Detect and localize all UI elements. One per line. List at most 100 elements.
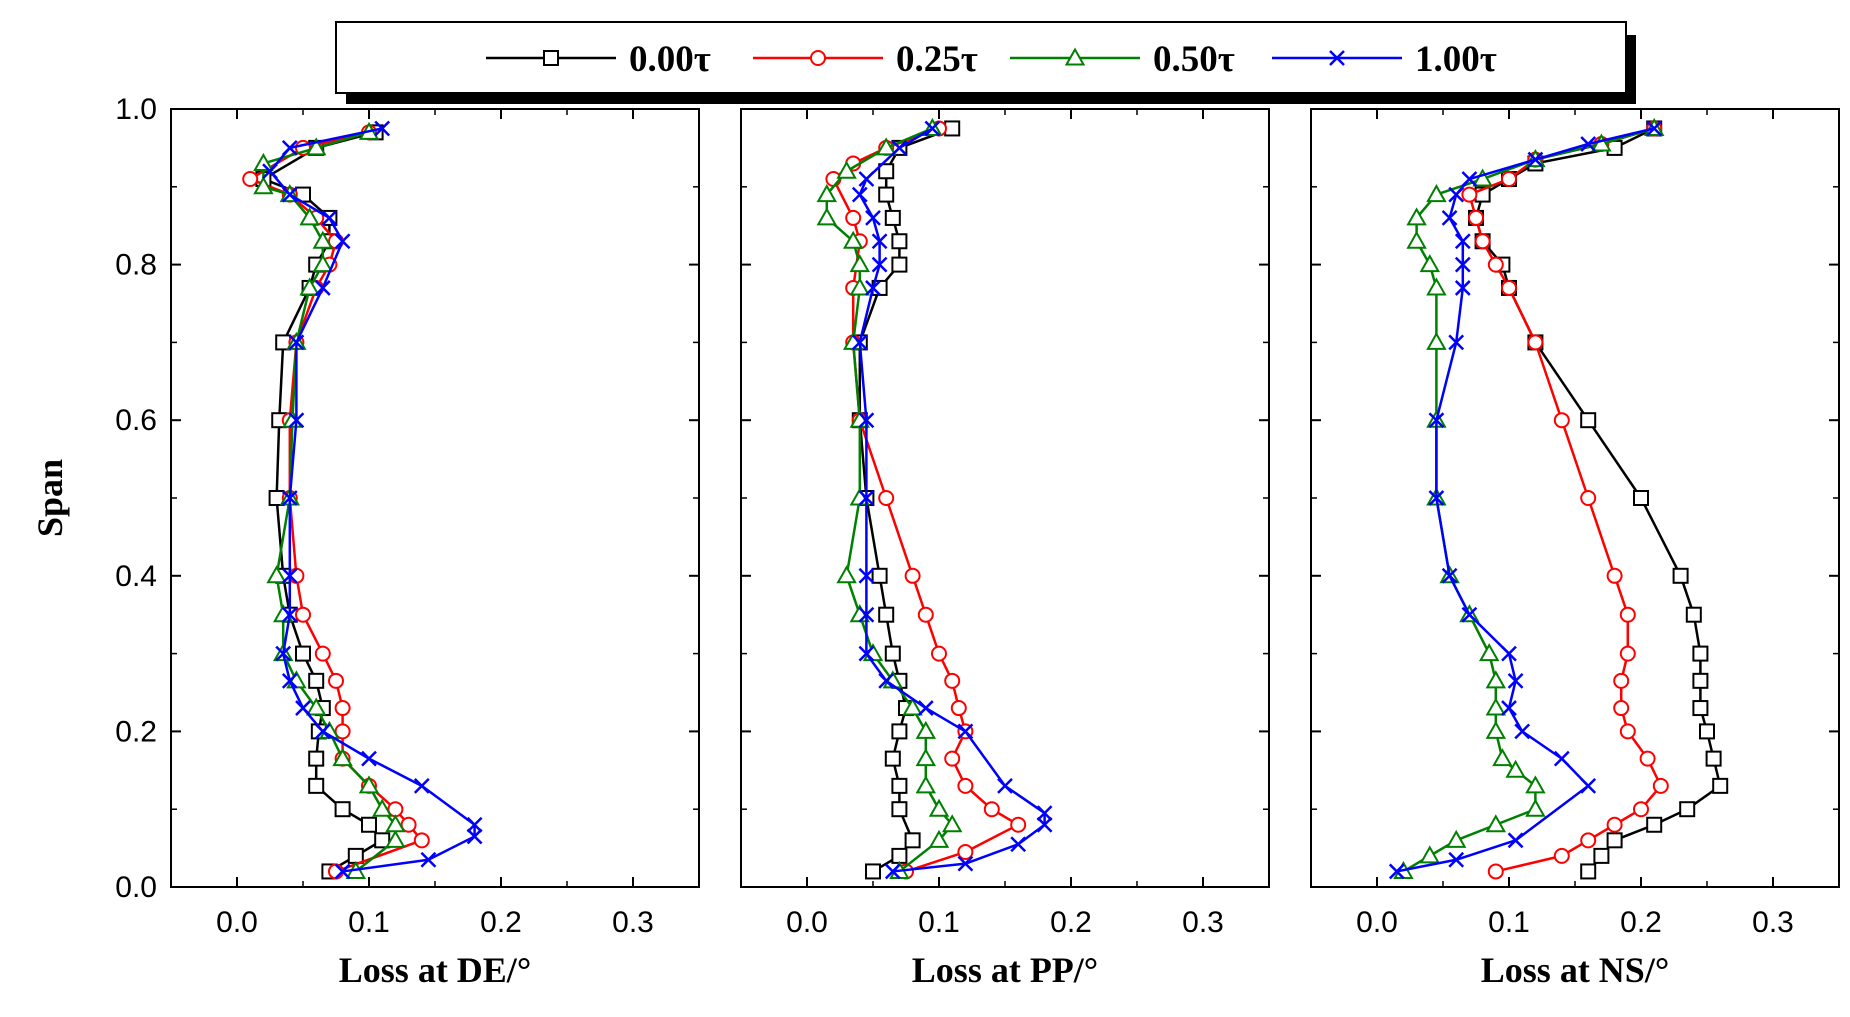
data-point [361,816,377,833]
data-point [1525,775,1546,794]
legend-marker-4 [1329,50,1345,66]
data-point [884,750,901,767]
data-point [1606,139,1623,156]
data-point [858,171,875,187]
data-point [1419,845,1441,864]
data-point [1485,814,1507,833]
data-point [865,863,881,880]
x-tick-label: 0.2 [480,906,522,939]
data-point [308,750,325,767]
data-point [1580,832,1597,849]
legend-marker-3 [1064,47,1086,66]
data-point [312,230,334,249]
data-point [288,334,305,351]
data-point [858,412,875,429]
data-point [334,233,351,250]
data-point [334,801,351,818]
data-point [1426,331,1447,350]
data-point [1461,171,1478,187]
data-point [858,606,875,623]
data-point [915,775,937,794]
data-point [466,816,483,833]
data-point [321,210,338,226]
x-tick-label: 0.0 [1356,906,1398,939]
data-point [1388,863,1405,880]
legend-label-3: 0.50τ [1153,39,1235,80]
legend-label-1: 0.00τ [629,39,711,80]
data-point [305,697,327,716]
data-point [314,645,331,662]
data-point [281,606,298,623]
data-point [915,720,937,739]
data-point [1527,151,1544,168]
data-point [871,233,888,250]
data-point [858,567,875,584]
data-point [1505,759,1526,778]
data-point [1525,798,1546,817]
data-point [385,829,406,848]
data-point [957,723,974,740]
data-point [917,606,934,623]
data-point [875,137,897,156]
data-point [1692,700,1709,717]
data-point [1036,816,1053,833]
data-point [288,412,305,429]
data-point [1553,847,1570,864]
data-point [1553,412,1570,429]
data-point [262,163,278,180]
data-point [1501,171,1517,188]
data-point [1472,168,1493,187]
data-point [334,723,351,740]
data-point [312,254,334,273]
data-point [1010,836,1027,853]
data-point [1426,277,1447,296]
data-point [1441,210,1458,226]
data-point [816,207,838,226]
data-point [871,567,888,584]
data-point [825,171,842,188]
x-axis-title-1: Loss at DE/° [339,950,531,990]
data-point [904,832,921,849]
data-point [878,186,895,203]
legend-label-4: 1.00τ [1415,39,1497,80]
data-point [1454,256,1471,273]
data-point [878,672,895,689]
data-point [957,855,974,872]
data-point [851,186,868,203]
data-point [299,277,320,296]
data-point [385,814,406,833]
y-tick-label: 1.0 [115,93,157,126]
data-point [1428,490,1445,506]
data-point [1461,186,1478,203]
data-point [266,565,287,584]
data-point [1646,120,1663,137]
x-tick-label: 0.3 [1182,906,1224,939]
data-point [242,171,259,188]
data-point [1461,606,1478,623]
legend-marker-2 [810,50,826,66]
data-point [891,777,908,794]
data-point [1527,334,1544,351]
data-point [904,567,921,584]
data-point [1613,672,1630,689]
data-point [915,748,937,767]
data-point [1406,230,1427,249]
data-point [275,645,292,662]
data-point [1606,567,1623,584]
data-point [836,565,857,584]
data-point [1501,700,1517,716]
data-point [281,490,298,506]
data-point [836,160,857,179]
legend-marker-1 [543,50,559,66]
data-point [1699,723,1715,740]
x-tick-label: 0.0 [216,906,258,939]
data-point [997,777,1013,794]
data-point [253,176,274,195]
x-tick-label: 0.3 [612,906,654,939]
data-point [1712,777,1729,794]
data-point [314,723,331,740]
data-point [1485,697,1507,716]
data-point [884,645,901,662]
data-point [1553,750,1570,767]
